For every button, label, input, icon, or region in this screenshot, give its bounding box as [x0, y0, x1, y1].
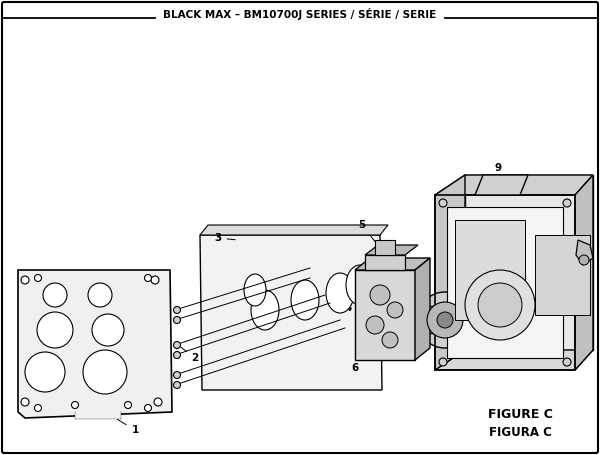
- Polygon shape: [575, 175, 593, 370]
- Ellipse shape: [359, 289, 381, 321]
- Polygon shape: [18, 270, 172, 418]
- Text: 8: 8: [568, 213, 577, 233]
- Circle shape: [25, 352, 65, 392]
- Circle shape: [563, 358, 571, 366]
- Circle shape: [154, 398, 162, 406]
- Polygon shape: [355, 270, 415, 360]
- Circle shape: [173, 381, 181, 389]
- Circle shape: [579, 255, 589, 265]
- Text: 9: 9: [494, 163, 502, 178]
- Circle shape: [478, 283, 522, 327]
- Circle shape: [366, 316, 384, 334]
- Circle shape: [88, 283, 112, 307]
- Polygon shape: [365, 245, 418, 255]
- Polygon shape: [465, 175, 593, 350]
- Circle shape: [387, 302, 403, 318]
- Circle shape: [21, 398, 29, 406]
- Ellipse shape: [251, 290, 279, 330]
- Polygon shape: [415, 305, 445, 335]
- Circle shape: [35, 274, 41, 282]
- Ellipse shape: [244, 274, 266, 306]
- Bar: [535, 235, 590, 315]
- Text: 5: 5: [358, 220, 378, 246]
- Polygon shape: [355, 258, 430, 270]
- Circle shape: [35, 404, 41, 411]
- Circle shape: [92, 314, 124, 346]
- Circle shape: [37, 312, 73, 348]
- Polygon shape: [200, 235, 382, 390]
- Text: 3: 3: [214, 233, 235, 243]
- Polygon shape: [475, 175, 528, 195]
- Text: FIGURE C: FIGURE C: [488, 409, 553, 421]
- Circle shape: [83, 350, 127, 394]
- Circle shape: [382, 332, 398, 348]
- Circle shape: [173, 317, 181, 324]
- Circle shape: [43, 283, 67, 307]
- Circle shape: [439, 199, 447, 207]
- Bar: [447, 207, 563, 358]
- Circle shape: [173, 307, 181, 313]
- Circle shape: [173, 352, 181, 359]
- Circle shape: [71, 401, 79, 409]
- Polygon shape: [435, 350, 593, 370]
- Circle shape: [439, 358, 447, 366]
- Circle shape: [151, 276, 159, 284]
- Bar: [455, 220, 525, 320]
- Text: BLACK MAX – BM10700J SERIES / SÉRIE / SERIE: BLACK MAX – BM10700J SERIES / SÉRIE / SE…: [163, 8, 437, 20]
- Circle shape: [417, 292, 473, 348]
- Ellipse shape: [326, 273, 354, 313]
- Polygon shape: [375, 240, 395, 255]
- Text: 1: 1: [118, 420, 139, 435]
- Circle shape: [125, 401, 131, 409]
- Circle shape: [21, 276, 29, 284]
- Circle shape: [427, 302, 463, 338]
- Circle shape: [173, 371, 181, 379]
- Text: 6: 6: [352, 360, 362, 373]
- Text: 4: 4: [344, 303, 358, 313]
- Text: 5: 5: [344, 280, 358, 290]
- Circle shape: [465, 270, 535, 340]
- Polygon shape: [75, 412, 120, 418]
- Polygon shape: [576, 240, 593, 265]
- Circle shape: [145, 404, 151, 411]
- Circle shape: [437, 312, 453, 328]
- Text: 7: 7: [458, 331, 476, 343]
- Text: FIGURA C: FIGURA C: [488, 425, 551, 439]
- Bar: [435, 195, 575, 370]
- Polygon shape: [435, 175, 593, 195]
- Circle shape: [173, 342, 181, 349]
- Circle shape: [370, 285, 390, 305]
- Polygon shape: [415, 258, 430, 360]
- Text: 2: 2: [180, 347, 199, 363]
- Circle shape: [145, 274, 151, 282]
- Polygon shape: [200, 225, 388, 235]
- Circle shape: [563, 199, 571, 207]
- Ellipse shape: [291, 280, 319, 320]
- Ellipse shape: [346, 265, 374, 305]
- Polygon shape: [365, 255, 405, 270]
- Polygon shape: [435, 175, 465, 370]
